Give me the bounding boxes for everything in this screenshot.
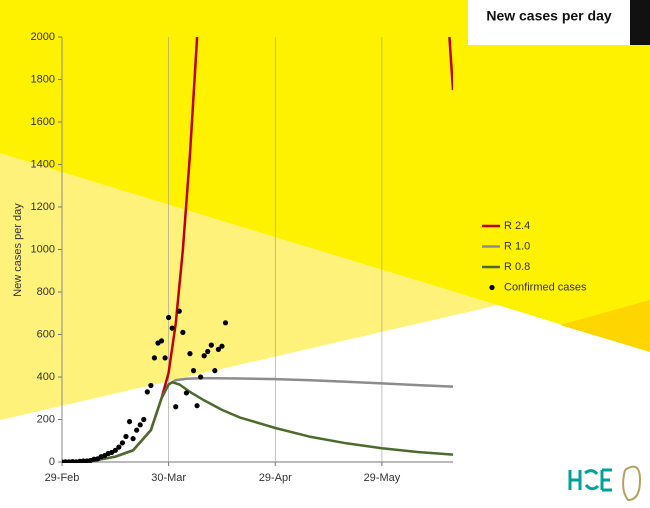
legend-label: R 1.0 [504,240,530,252]
point [166,314,172,321]
point [198,374,204,380]
point [208,342,214,348]
y-tick-label: 1200 [31,201,55,213]
y-tick-label: 1400 [31,158,55,170]
y-axis-label: New cases per day [12,203,24,297]
y-tick-label: 800 [37,286,55,298]
x-tick-label: 30-Mar [151,472,186,484]
background-accent [560,300,650,352]
point [112,447,118,453]
point [130,436,136,442]
background-band [0,153,498,420]
logo-box [630,0,650,45]
x-tick-label: 29-May [364,472,401,484]
point [176,308,182,314]
point [169,325,175,331]
point [141,416,147,423]
x-tick-label: 29-Feb [45,472,80,484]
y-tick-label: 1800 [31,73,55,85]
point [187,351,193,357]
series-layer [62,37,453,463]
x-tick-label: 29-Apr [259,472,292,484]
point [212,368,218,374]
y-tick-label: 600 [37,328,55,340]
point [222,320,229,326]
y-tick-label: 0 [49,456,55,468]
title-box [468,0,630,45]
chart-title: New cases per day [486,8,612,24]
point [158,338,165,344]
legend-label: R 2.4 [504,220,530,232]
point [144,389,150,395]
point [126,419,133,425]
point [162,355,168,361]
line [62,380,453,463]
point [219,343,225,349]
point [194,403,200,409]
point [116,444,122,450]
background-white [0,305,650,508]
legend-swatch [489,284,495,291]
legend-label: R 0.8 [504,261,530,273]
hse-logo [568,465,642,502]
point [180,329,186,335]
point [173,404,179,410]
point [215,346,221,352]
point [134,427,140,433]
y-tick-label: 200 [37,413,55,425]
point [190,368,197,374]
point [183,390,190,396]
point [201,353,207,359]
y-tick-label: 1600 [31,116,55,128]
point [123,433,129,440]
point [205,348,211,355]
point [151,355,158,361]
y-tick-label: 2000 [31,31,55,43]
point [148,382,154,389]
point [119,440,126,446]
y-tick-label: 400 [37,371,55,383]
point [137,422,143,428]
y-tick-label: 1000 [31,243,55,255]
legend-label: Confirmed cases [504,281,587,293]
